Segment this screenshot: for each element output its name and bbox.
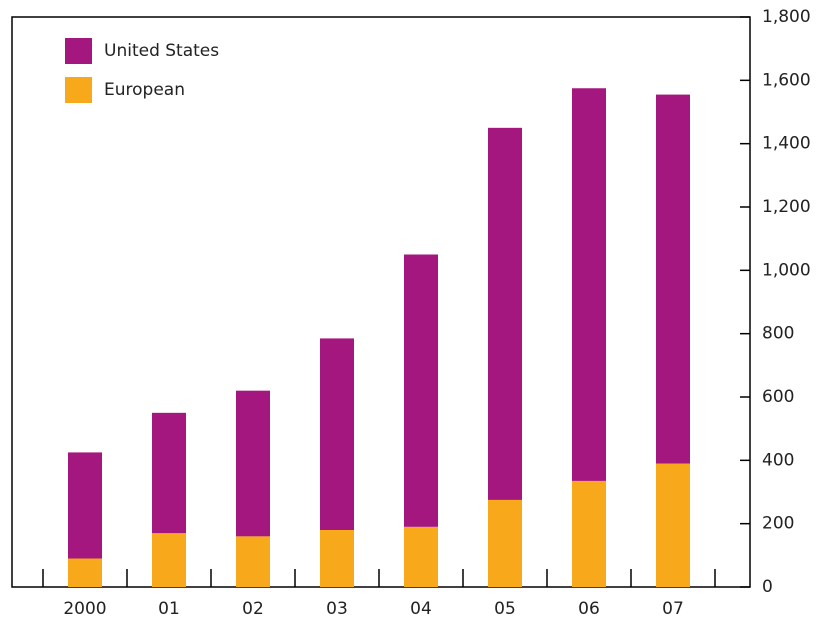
legend-swatch bbox=[65, 77, 92, 103]
y-tick-label: 200 bbox=[762, 514, 794, 534]
bar-segment bbox=[572, 480, 606, 587]
bar-segment bbox=[656, 463, 690, 587]
y-tick-label: 0 bbox=[762, 577, 773, 597]
y-tick-label: 1,200 bbox=[762, 197, 811, 217]
x-tick-label: 03 bbox=[326, 599, 348, 619]
bar-segment bbox=[236, 536, 270, 587]
bar-segment bbox=[68, 558, 102, 587]
legend-swatch bbox=[65, 38, 92, 64]
plot-frame bbox=[11, 16, 751, 588]
bar-segment bbox=[320, 338, 354, 530]
y-tick-label: 1,400 bbox=[762, 134, 811, 154]
x-tick-label: 06 bbox=[578, 599, 600, 619]
bar-segment bbox=[68, 452, 102, 559]
bar-segment bbox=[236, 390, 270, 537]
x-tick-label: 02 bbox=[242, 599, 264, 619]
legend-label: United States bbox=[104, 41, 219, 61]
x-tick-label: 01 bbox=[158, 599, 180, 619]
bar-segment bbox=[572, 88, 606, 481]
y-tick-label: 400 bbox=[762, 450, 794, 470]
y-tick-label: 600 bbox=[762, 387, 794, 407]
y-tick-label: 1,800 bbox=[762, 7, 811, 27]
bar-segment bbox=[320, 530, 354, 587]
bar-segment bbox=[404, 254, 438, 527]
bar-segment bbox=[152, 412, 186, 534]
x-tick-label: 05 bbox=[494, 599, 516, 619]
y-tick-label: 1,000 bbox=[762, 260, 811, 280]
y-tick-label: 800 bbox=[762, 324, 794, 344]
bar-segment bbox=[488, 127, 522, 500]
x-tick-label: 04 bbox=[410, 599, 432, 619]
bar-segment bbox=[404, 526, 438, 587]
x-tick-label: 07 bbox=[662, 599, 684, 619]
legend-label: European bbox=[104, 80, 185, 100]
y-tick-label: 1,600 bbox=[762, 70, 811, 90]
x-tick-label: 2000 bbox=[63, 599, 106, 619]
bar-segment bbox=[152, 533, 186, 587]
bar-segment bbox=[488, 499, 522, 587]
bar-segment bbox=[656, 94, 690, 464]
